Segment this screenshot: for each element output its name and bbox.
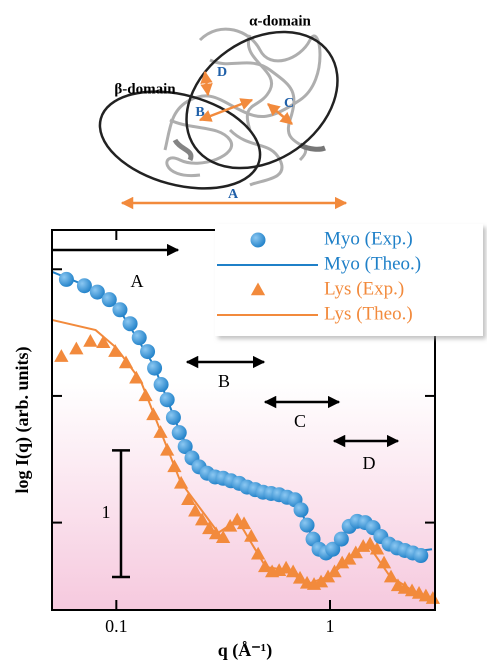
legend-label: Lys (Exp.)	[324, 278, 404, 299]
marker	[334, 532, 349, 547]
marker	[147, 361, 162, 376]
marker	[166, 410, 181, 425]
x-axis-label: q (Å⁻¹)	[218, 640, 272, 661]
x-tick-label: 1	[326, 616, 335, 636]
annotation-label: A	[131, 271, 144, 291]
figure: α-domain β-domain A B C D A B C D 1 Myo (Exp…	[0, 0, 487, 668]
distance-label: C	[284, 96, 294, 111]
distance-label: B	[195, 105, 204, 120]
marker	[251, 233, 266, 248]
legend-label: Myo (Exp.)	[324, 228, 413, 249]
marker	[132, 330, 147, 345]
distance-label: D	[217, 65, 227, 80]
x-tick-label: 0.1	[105, 616, 128, 636]
legend-label: Lys (Theo.)	[324, 303, 413, 324]
marker	[300, 518, 315, 533]
annotation-label: C	[294, 411, 306, 431]
legend: Myo (Exp.) Myo (Theo.) Lys (Exp.) Lys (Theo…	[215, 224, 483, 336]
y-axis-label: log I(q) (arb. units)	[12, 346, 33, 493]
marker	[123, 316, 138, 331]
legend-label: Myo (Theo.)	[324, 253, 421, 274]
marker	[172, 425, 187, 440]
beta-label: β-domain	[114, 81, 176, 97]
distance-label: A	[228, 187, 239, 202]
protein-diagram: α-domain β-domain A B C D	[89, 4, 363, 205]
annotation-label: D	[363, 453, 376, 473]
marker	[294, 502, 309, 517]
marker	[160, 392, 175, 407]
marker	[413, 548, 428, 563]
scale-bar-label: 1	[102, 502, 111, 522]
marker	[59, 272, 74, 287]
marker	[140, 344, 155, 359]
marker	[154, 377, 169, 392]
marker	[77, 278, 92, 293]
alpha-label: α-domain	[249, 13, 311, 29]
annotation-label: B	[218, 371, 230, 391]
marker	[112, 302, 127, 317]
